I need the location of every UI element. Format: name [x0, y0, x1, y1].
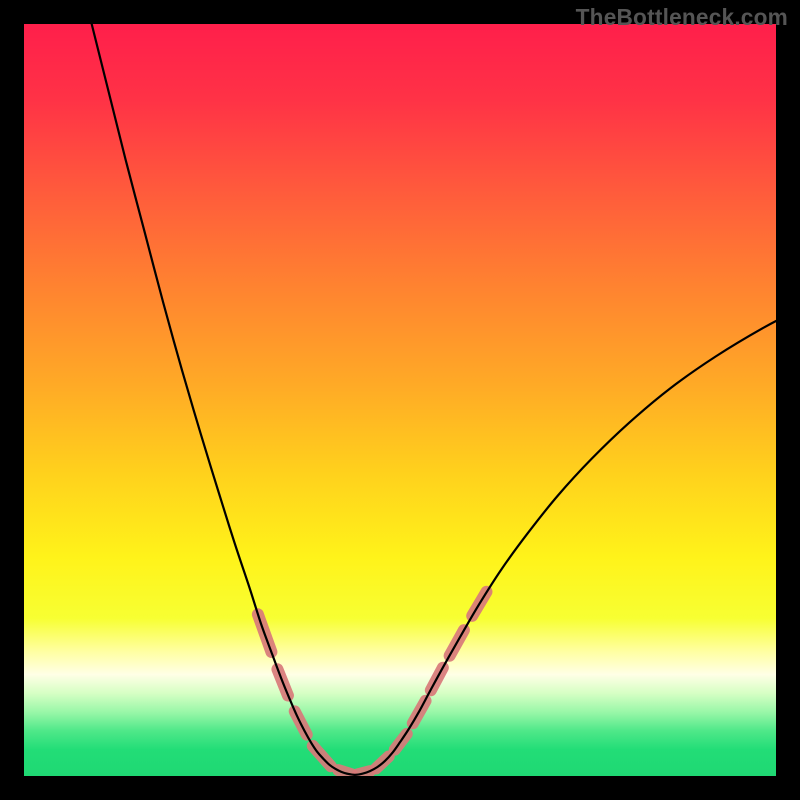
chart-frame: TheBottleneck.com [0, 0, 800, 800]
bottleneck-curve-chart [0, 0, 800, 800]
gradient-background [24, 24, 776, 776]
watermark-text: TheBottleneck.com [576, 4, 788, 31]
